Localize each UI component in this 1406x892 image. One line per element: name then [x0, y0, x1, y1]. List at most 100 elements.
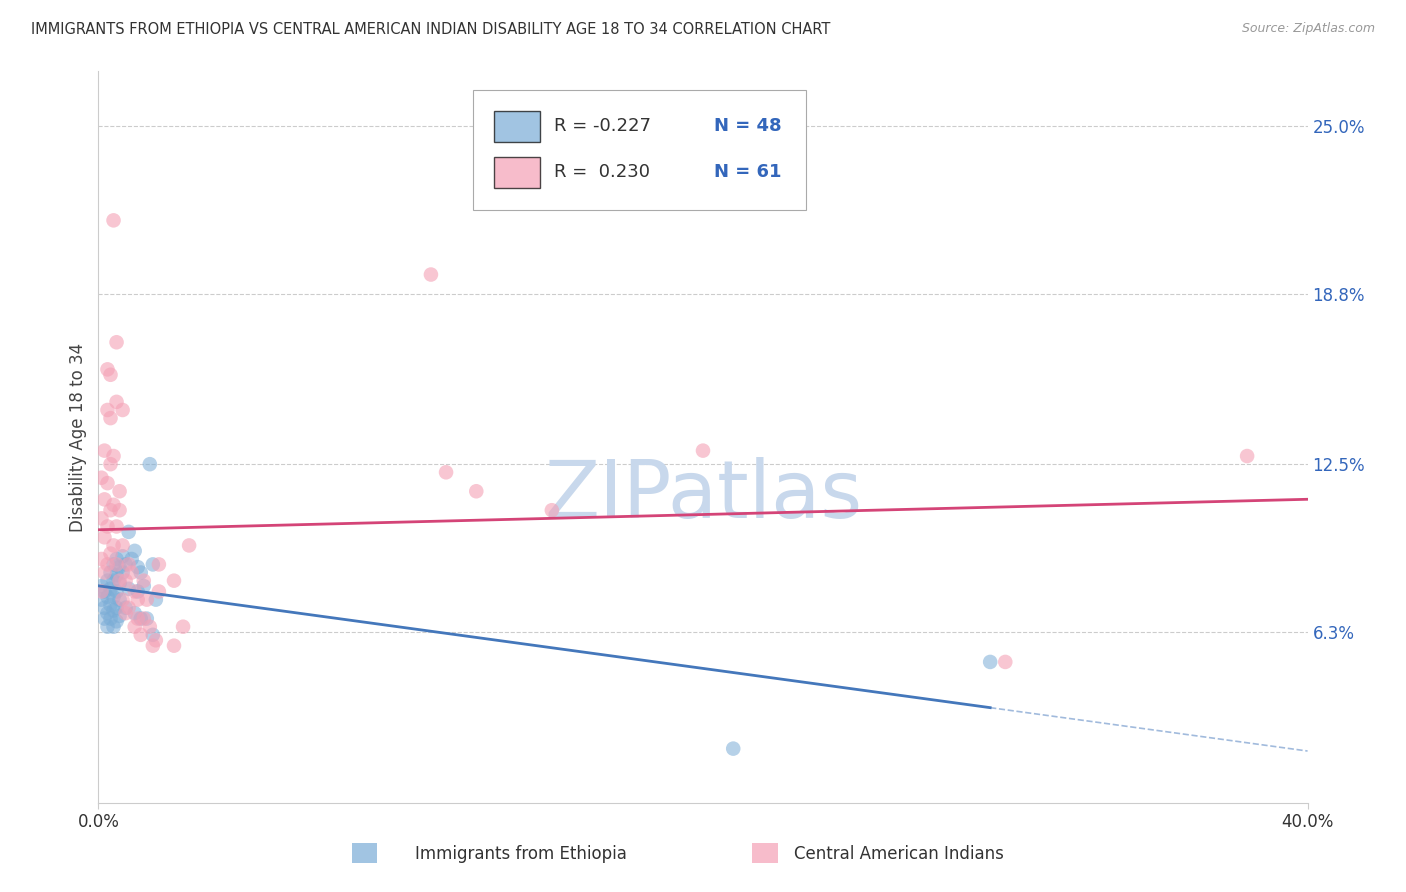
- Point: [100, 411, 122, 425]
- Point: [723, 741, 745, 756]
- FancyBboxPatch shape: [494, 157, 540, 187]
- Point: [108, 592, 131, 607]
- Point: [96, 620, 118, 634]
- Point: [96, 590, 118, 604]
- Point: [139, 620, 162, 634]
- Point: [100, 457, 122, 471]
- Point: [127, 560, 149, 574]
- Point: [100, 611, 122, 625]
- Point: [108, 576, 131, 591]
- Point: [103, 620, 125, 634]
- Point: [90, 579, 112, 593]
- Point: [90, 584, 112, 599]
- Point: [96, 606, 118, 620]
- Point: [127, 584, 149, 599]
- Point: [100, 598, 122, 612]
- Point: [118, 600, 141, 615]
- Point: [93, 530, 115, 544]
- Text: N = 61: N = 61: [714, 163, 782, 181]
- Point: [121, 552, 143, 566]
- Point: [139, 457, 162, 471]
- Point: [96, 476, 118, 491]
- Text: N = 48: N = 48: [714, 117, 782, 136]
- Point: [129, 628, 152, 642]
- Point: [129, 566, 152, 580]
- Point: [127, 592, 149, 607]
- Point: [105, 395, 128, 409]
- Point: [90, 511, 112, 525]
- Point: [100, 566, 122, 580]
- Point: [124, 544, 146, 558]
- Point: [93, 566, 115, 580]
- Point: [118, 582, 141, 596]
- Point: [114, 558, 136, 572]
- Point: [108, 560, 131, 574]
- Point: [96, 558, 118, 572]
- FancyBboxPatch shape: [494, 111, 540, 142]
- Point: [127, 611, 149, 625]
- Point: [142, 628, 165, 642]
- Point: [90, 552, 112, 566]
- Point: [434, 465, 457, 479]
- Point: [135, 592, 157, 607]
- Text: Immigrants from Ethiopia: Immigrants from Ethiopia: [415, 845, 627, 863]
- Point: [111, 592, 134, 607]
- Point: [111, 566, 134, 580]
- Point: [465, 484, 488, 499]
- Point: [105, 552, 128, 566]
- Text: Central American Indians: Central American Indians: [794, 845, 1004, 863]
- Text: R =  0.230: R = 0.230: [554, 163, 650, 181]
- Point: [132, 579, 155, 593]
- Point: [108, 503, 131, 517]
- Point: [105, 600, 128, 615]
- Point: [118, 558, 141, 572]
- Point: [108, 608, 131, 623]
- Point: [114, 574, 136, 588]
- Point: [93, 584, 115, 599]
- Point: [121, 566, 143, 580]
- Point: [132, 574, 155, 588]
- Point: [93, 443, 115, 458]
- Point: [93, 600, 115, 615]
- Point: [90, 592, 112, 607]
- Point: [994, 655, 1017, 669]
- Point: [105, 615, 128, 629]
- Point: [105, 568, 128, 582]
- Point: [96, 519, 118, 533]
- Point: [96, 362, 118, 376]
- Y-axis label: Disability Age 18 to 34: Disability Age 18 to 34: [69, 343, 87, 532]
- Point: [111, 549, 134, 564]
- Point: [103, 590, 125, 604]
- Point: [135, 611, 157, 625]
- Point: [103, 213, 125, 227]
- Point: [90, 471, 112, 485]
- Point: [124, 584, 146, 599]
- Point: [142, 558, 165, 572]
- Point: [148, 558, 170, 572]
- Point: [142, 639, 165, 653]
- Point: [111, 403, 134, 417]
- Point: [132, 611, 155, 625]
- Point: [105, 335, 128, 350]
- Point: [145, 633, 167, 648]
- Point: [100, 582, 122, 596]
- Point: [103, 449, 125, 463]
- Point: [105, 519, 128, 533]
- Text: R = -0.227: R = -0.227: [554, 117, 651, 136]
- Text: Source: ZipAtlas.com: Source: ZipAtlas.com: [1241, 22, 1375, 36]
- Point: [118, 524, 141, 539]
- Point: [103, 574, 125, 588]
- Point: [103, 538, 125, 552]
- Point: [105, 558, 128, 572]
- Point: [100, 368, 122, 382]
- Point: [96, 403, 118, 417]
- Point: [103, 498, 125, 512]
- Point: [692, 443, 714, 458]
- Point: [93, 611, 115, 625]
- Point: [100, 547, 122, 561]
- Text: ZIPatlas: ZIPatlas: [544, 457, 862, 534]
- Point: [179, 538, 201, 552]
- Point: [103, 603, 125, 617]
- Point: [111, 538, 134, 552]
- Point: [420, 268, 443, 282]
